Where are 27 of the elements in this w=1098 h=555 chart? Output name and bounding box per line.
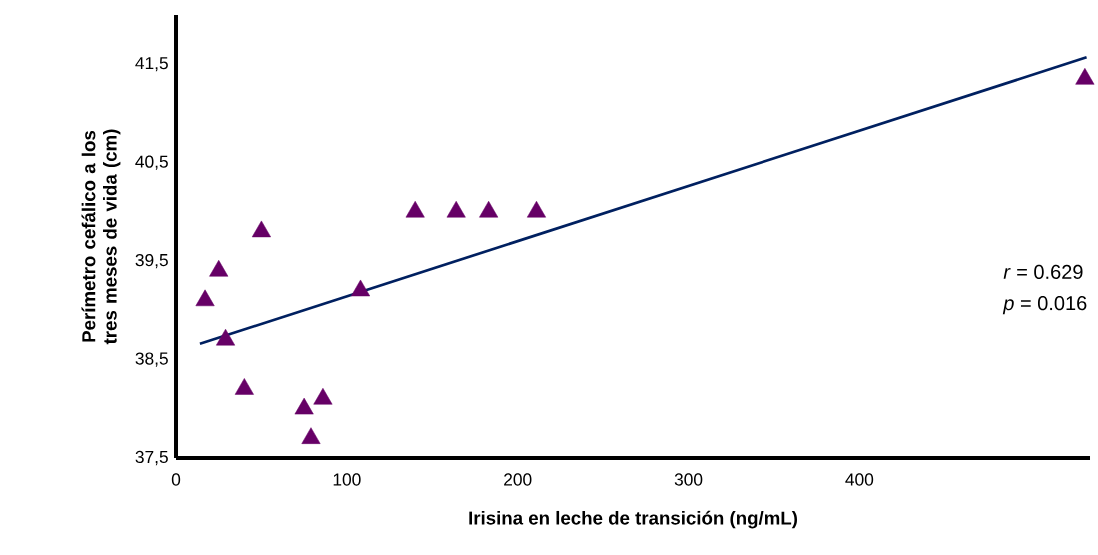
annotation: p = 0.016 bbox=[1002, 296, 1087, 315]
x-tick-label: 200 bbox=[504, 473, 532, 486]
point bbox=[351, 279, 371, 297]
point bbox=[209, 260, 229, 277]
x-tick-label: 300 bbox=[674, 473, 703, 486]
y-tick-label: 40,5 bbox=[135, 155, 168, 170]
point bbox=[294, 397, 314, 415]
point bbox=[251, 220, 271, 238]
y-tick-label: 38,5 bbox=[135, 352, 168, 367]
x-tick-label: 400 bbox=[845, 473, 874, 486]
point bbox=[301, 427, 321, 444]
point bbox=[195, 289, 215, 307]
annotation: r = 0.629 bbox=[1003, 264, 1083, 279]
point bbox=[479, 200, 499, 218]
point bbox=[446, 200, 466, 218]
y-tick-label: 37,5 bbox=[135, 450, 168, 466]
point bbox=[216, 328, 236, 346]
x-tick-label: 100 bbox=[333, 473, 361, 486]
y-tick-label: 41,5 bbox=[135, 57, 168, 72]
y-tick-label: 39,5 bbox=[135, 253, 168, 269]
point bbox=[313, 387, 333, 405]
point bbox=[526, 200, 546, 218]
y-axis-title: Perímetro cefálico a los tres meses de vida (cm) bbox=[81, 129, 121, 345]
point bbox=[234, 378, 254, 395]
x-axis-title: Irisina en leche de transición (ng/mL) bbox=[469, 510, 798, 529]
point bbox=[405, 200, 425, 218]
x-tick-label: 0 bbox=[171, 473, 181, 486]
